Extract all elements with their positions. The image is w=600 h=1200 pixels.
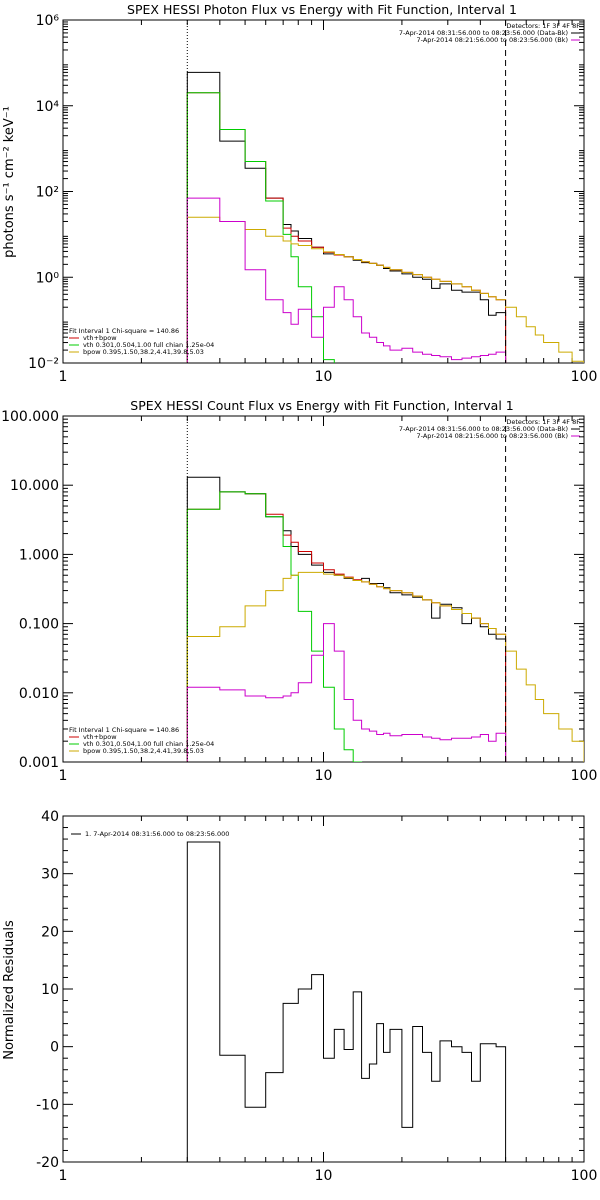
y-axis-label: Normalized Residuals <box>2 920 17 1060</box>
series-bk <box>186 623 507 762</box>
series-bk <box>186 197 507 363</box>
legend-top-right-entry: 7-Apr-2014 08:31:56.000 to 08:23:56.000 … <box>399 425 568 433</box>
y-tick-label: 40 <box>41 809 59 825</box>
x-tick-label: 1 <box>59 369 68 385</box>
series-vth+bpow <box>186 491 507 762</box>
legend-bottom-left-entry: vth 0.301,0.504,1.00 full chian 1.25e-04 <box>83 341 214 349</box>
y-tick-label: 10.000 <box>10 478 59 494</box>
y-tick-label: 10² <box>36 185 59 201</box>
x-tick-label: 100 <box>571 1168 598 1184</box>
legend-bottom-left-entry: vth 0.301,0.504,1.00 full chian 1.25e-04 <box>83 740 214 748</box>
legend-top-right-entry: 7-Apr-2014 08:21:56.000 to 08:23:56.000 … <box>417 36 568 44</box>
y-tick-label: 0.100 <box>19 617 59 633</box>
y-axis-label: photons s⁻¹ cm⁻² keV⁻¹ <box>2 106 17 258</box>
x-tick-label: 1 <box>59 1168 68 1184</box>
x-tick-label: 10 <box>315 768 333 784</box>
series-data <box>186 476 507 762</box>
y-tick-label: 0 <box>50 1040 59 1056</box>
y-tick-label: -10 <box>36 1097 59 1113</box>
y-tick-label: 10 <box>41 982 59 998</box>
legend-bottom-left-entry: bpow 0.395,1.50,38.2,4.41,39.8,5.03 <box>83 747 204 755</box>
chart-title: SPEX HESSI Count Flux vs Energy with Fit… <box>130 398 513 413</box>
legend-top-right-entry: 7-Apr-2014 08:21:56.000 to 08:23:56.000 … <box>417 432 568 440</box>
series-group <box>186 476 584 762</box>
y-tick-label: 100.000 <box>1 409 59 425</box>
x-tick-label: 10 <box>315 369 333 385</box>
x-tick-label: 100 <box>571 768 598 784</box>
count-flux-panel: SPEX HESSI Count Flux vs Energy with Fit… <box>1 398 597 784</box>
x-tick-label: 10 <box>315 1168 333 1184</box>
legend-bottom-left-entry: vth+bpow <box>83 334 117 342</box>
residuals-panel: Normalized Residuals 1 10 100 -20 -10 0 10 20 30… <box>2 809 597 1184</box>
y-tick-label: 20 <box>41 924 59 940</box>
legend-top-right-header: Detectors: 1F 3F 4F 8F <box>506 22 580 30</box>
series-vth <box>186 92 335 363</box>
x-tick-label: 100 <box>571 369 598 385</box>
y-tick-label: 30 <box>41 867 59 883</box>
y-tick-label: -20 <box>36 1155 59 1171</box>
series-vth <box>186 491 363 762</box>
legend-bottom-left-entry: vth+bpow <box>83 733 117 741</box>
y-tick-label: 0.010 <box>19 686 59 702</box>
series-vth+bpow <box>186 92 507 363</box>
legend-top-left-entry: 1. 7-Apr-2014 08:31:56.000 to 08:23:56.0… <box>85 830 229 838</box>
y-tick-label: 10⁴ <box>36 99 60 115</box>
legend-bottom-left-header: Fit Interval 1 Chi-square = 140.86 <box>69 726 179 734</box>
series-data <box>186 71 507 363</box>
y-tick-label: 10⁰ <box>36 270 60 286</box>
y-tick-label: 0.001 <box>19 755 59 771</box>
y-tick-label: 10⁻² <box>28 356 59 372</box>
series-group <box>186 841 507 1162</box>
legend-bottom-left-entry: bpow 0.395,1.50,38.2,4.41,39.8,5.03 <box>83 348 204 356</box>
legend-bottom-left-header: Fit Interval 1 Chi-square = 140.86 <box>69 327 179 335</box>
series-group <box>186 71 584 363</box>
chart-title: SPEX HESSI Photon Flux vs Energy with Fi… <box>127 2 517 17</box>
legend-top-right-header: Detectors: 1F 3F 4F 8F <box>506 418 580 426</box>
legend-top-right-entry: 7-Apr-2014 08:31:56.000 to 08:23:56.000 … <box>399 29 568 37</box>
y-tick-label: 10⁶ <box>36 13 60 29</box>
series-bpow <box>186 571 584 762</box>
photon-flux-panel: SPEX HESSI Photon Flux vs Energy with Fi… <box>2 2 597 385</box>
y-tick-label: 1.000 <box>19 547 59 563</box>
series-residuals <box>186 841 507 1162</box>
series-bpow <box>186 216 584 363</box>
x-tick-label: 1 <box>59 768 68 784</box>
